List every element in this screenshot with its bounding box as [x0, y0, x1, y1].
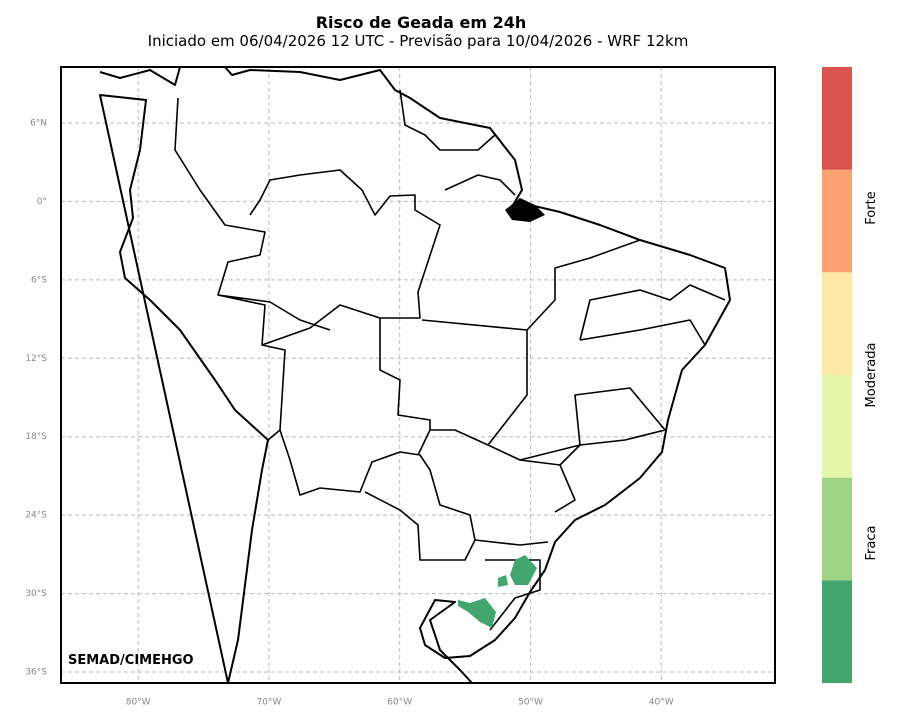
marajo-island — [505, 198, 545, 222]
colorbar-segment — [822, 580, 852, 683]
colorbar-segment — [822, 67, 852, 170]
y-tick-label: 18°S — [25, 432, 47, 442]
credit: SEMAD/CIMEHGO — [68, 653, 194, 668]
x-tick-label: 60°W — [387, 698, 412, 708]
y-tick-label: 6°N — [30, 118, 47, 128]
map-outlines — [99, 66, 731, 684]
colorbar-segment — [822, 375, 852, 478]
colorbar-label: Forte — [864, 191, 879, 224]
colorbar-label: Moderada — [864, 343, 879, 408]
colorbar-label: Fraca — [864, 526, 879, 561]
x-tick-label: 70°W — [256, 698, 281, 708]
colorbar-segment — [822, 477, 852, 581]
colorbar-segment — [822, 272, 852, 375]
grid — [61, 67, 775, 683]
colorbar-segment — [822, 169, 852, 273]
y-tick-label: 0° — [37, 197, 47, 207]
y-tick-label: 12°S — [25, 354, 47, 364]
colorbar: Fraca Moderada Forte — [822, 67, 879, 683]
x-tick-label: 50°W — [518, 698, 543, 708]
y-tick-label: 30°S — [25, 589, 47, 599]
frost-area — [458, 555, 537, 628]
title: Risco de Geada em 24h — [316, 13, 527, 32]
y-tick-label: 24°S — [25, 511, 47, 521]
country-border — [174, 89, 726, 631]
x-tick-label: 80°W — [126, 698, 151, 708]
subtitle: Iniciado em 06/04/2026 12 UTC - Previsão… — [148, 32, 689, 50]
x-tick-label: 40°W — [649, 698, 674, 708]
y-tick-label: 36°S — [25, 668, 47, 678]
y-tick-label: 6°S — [31, 275, 47, 285]
coastline — [99, 66, 731, 684]
map-frame — [60, 66, 776, 684]
